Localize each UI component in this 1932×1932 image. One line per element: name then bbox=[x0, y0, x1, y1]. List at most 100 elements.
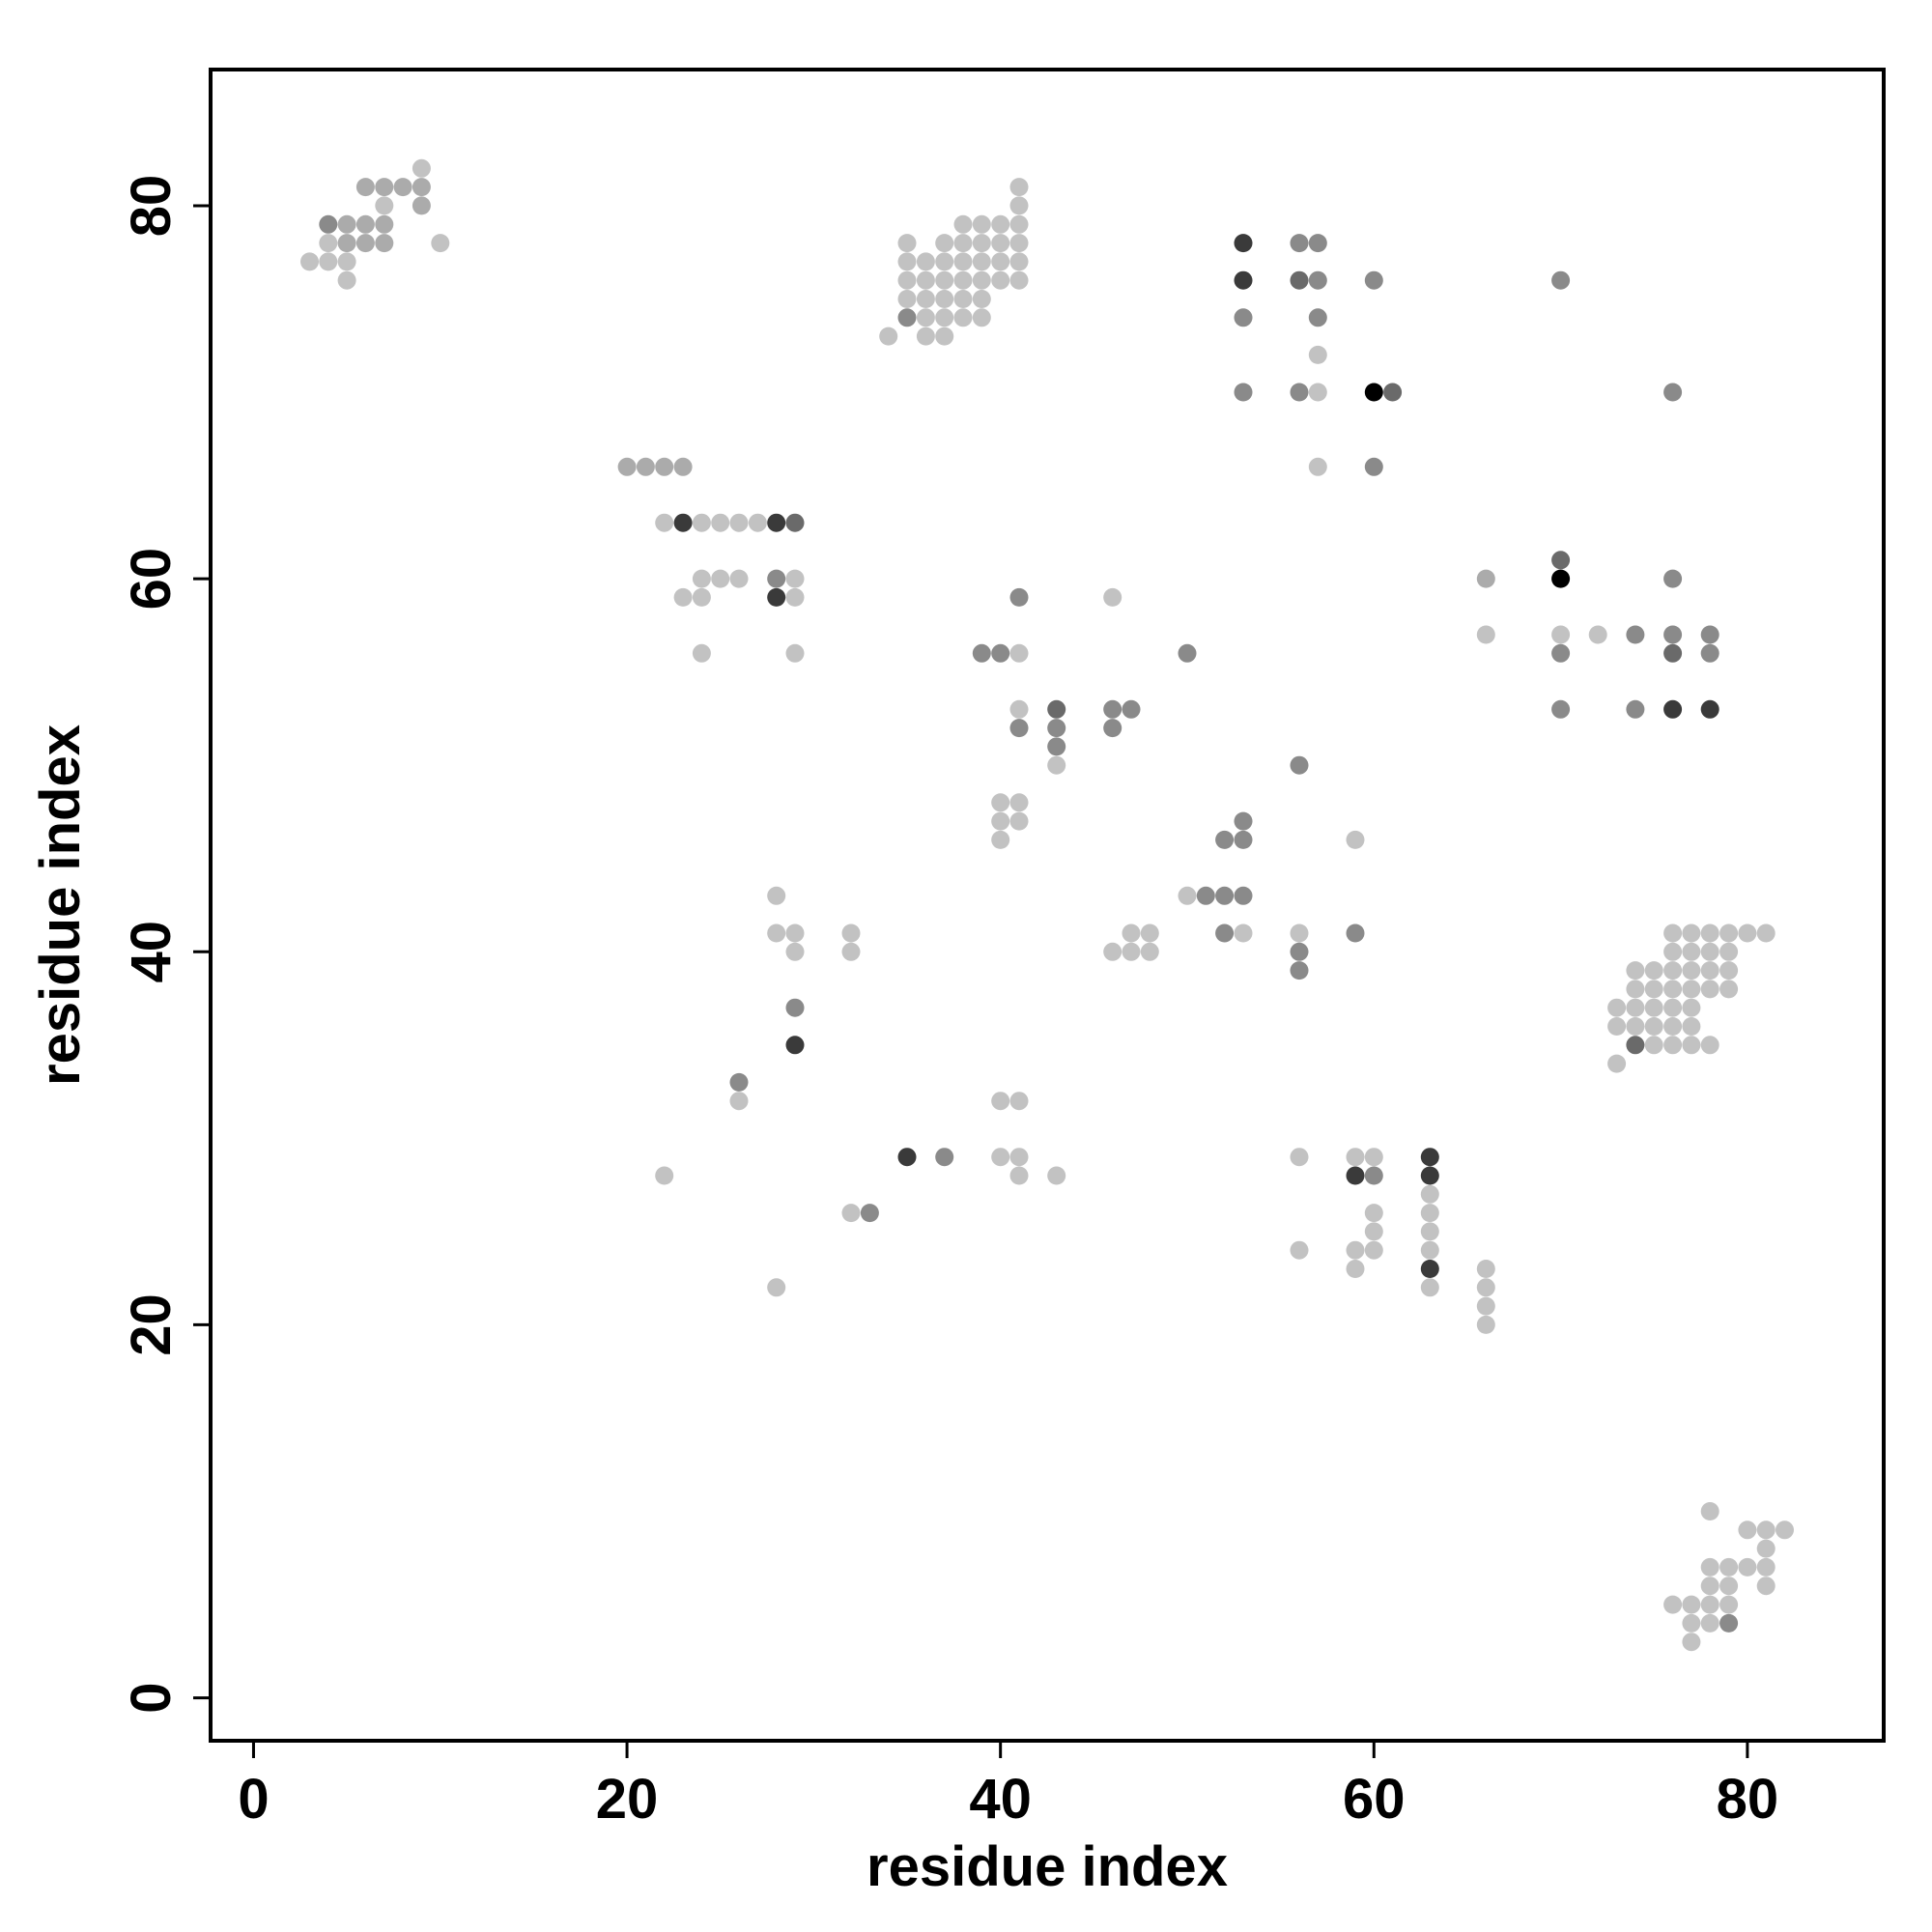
contact-point bbox=[1700, 699, 1719, 719]
contact-point bbox=[1420, 1184, 1439, 1204]
contact-point bbox=[1663, 1036, 1683, 1055]
contact-point bbox=[1178, 643, 1197, 663]
contact-point bbox=[393, 178, 412, 197]
contact-point bbox=[1234, 886, 1253, 905]
contact-point bbox=[1682, 1036, 1701, 1055]
contact-point bbox=[1682, 980, 1701, 999]
contact-point bbox=[729, 1072, 749, 1092]
contact-point bbox=[355, 178, 375, 197]
contact-point bbox=[1308, 383, 1327, 402]
contact-point bbox=[1290, 1148, 1309, 1167]
contact-point bbox=[1009, 793, 1029, 812]
contact-point bbox=[1346, 1240, 1365, 1260]
contact-point bbox=[1756, 1577, 1776, 1596]
contact-point bbox=[953, 214, 973, 234]
contact-point bbox=[1009, 699, 1029, 719]
contact-point bbox=[1346, 923, 1365, 943]
contact-point bbox=[1551, 270, 1571, 290]
contact-point bbox=[1682, 961, 1701, 980]
contact-point bbox=[1234, 811, 1253, 831]
plot-frame bbox=[209, 68, 1886, 1743]
contact-point bbox=[1290, 1240, 1309, 1260]
contact-point bbox=[375, 178, 394, 197]
contact-point bbox=[1644, 1017, 1663, 1036]
contact-point bbox=[673, 457, 693, 476]
contact-point bbox=[916, 252, 935, 271]
contact-point bbox=[1364, 270, 1383, 290]
contact-point bbox=[1364, 1222, 1383, 1241]
contact-point bbox=[1719, 1577, 1739, 1596]
contact-point bbox=[767, 923, 786, 943]
contact-point bbox=[1308, 270, 1327, 290]
contact-point bbox=[1234, 923, 1253, 943]
contact-point bbox=[1626, 1036, 1645, 1055]
contact-point bbox=[785, 942, 805, 961]
contact-point bbox=[673, 587, 693, 607]
contact-point bbox=[1663, 998, 1683, 1017]
contact-point bbox=[991, 214, 1010, 234]
contact-point bbox=[1476, 569, 1495, 588]
contact-point bbox=[711, 569, 730, 588]
contact-point bbox=[1551, 699, 1571, 719]
contact-point bbox=[1663, 699, 1683, 719]
contact-point bbox=[953, 308, 973, 327]
contact-point bbox=[1234, 830, 1253, 849]
contact-point bbox=[1364, 1240, 1383, 1260]
contact-point bbox=[767, 886, 786, 905]
contact-point bbox=[1551, 625, 1571, 644]
contact-point bbox=[1308, 345, 1327, 364]
contact-point bbox=[375, 234, 394, 253]
contact-point bbox=[767, 1278, 786, 1297]
contact-point bbox=[972, 270, 991, 290]
contact-point bbox=[1009, 587, 1029, 607]
contact-point bbox=[1719, 980, 1739, 999]
contact-point bbox=[1009, 1092, 1029, 1111]
contact-point bbox=[1663, 625, 1683, 644]
contact-point bbox=[1103, 587, 1122, 607]
contact-point bbox=[1700, 625, 1719, 644]
contact-point bbox=[785, 569, 805, 588]
y-tick-label: 20 bbox=[120, 1293, 183, 1356]
contact-point bbox=[1626, 998, 1645, 1017]
contact-point bbox=[1234, 308, 1253, 327]
contact-point bbox=[1290, 270, 1309, 290]
contact-point bbox=[1346, 1166, 1365, 1185]
contact-point bbox=[636, 457, 655, 476]
contact-point bbox=[767, 569, 786, 588]
contact-point bbox=[1476, 1315, 1495, 1334]
contact-point bbox=[991, 270, 1010, 290]
contact-point bbox=[431, 234, 450, 253]
contact-point bbox=[785, 587, 805, 607]
contact-point bbox=[319, 234, 338, 253]
contact-point bbox=[1756, 1520, 1776, 1540]
x-tick-label: 40 bbox=[969, 1768, 1032, 1831]
contact-point bbox=[1663, 1595, 1683, 1614]
contact-point bbox=[935, 290, 954, 308]
contact-point bbox=[841, 923, 861, 943]
data-points bbox=[300, 158, 1794, 1652]
contact-point bbox=[1047, 719, 1066, 738]
contact-point bbox=[991, 234, 1010, 253]
contact-point bbox=[1009, 1166, 1029, 1185]
contact-point bbox=[729, 569, 749, 588]
contact-point bbox=[897, 270, 917, 290]
contact-point bbox=[1551, 569, 1571, 588]
contact-point bbox=[412, 158, 431, 178]
contact-point bbox=[897, 1148, 917, 1167]
contact-point bbox=[1103, 719, 1122, 738]
contact-point bbox=[991, 643, 1010, 663]
contact-point bbox=[1700, 1557, 1719, 1577]
contact-point bbox=[1700, 1595, 1719, 1614]
contact-point bbox=[1009, 719, 1029, 738]
contact-point bbox=[655, 513, 674, 532]
contact-point bbox=[1122, 923, 1141, 943]
contact-point bbox=[692, 513, 711, 532]
contact-point bbox=[1215, 923, 1235, 943]
contact-point bbox=[1215, 886, 1235, 905]
contact-point bbox=[1644, 980, 1663, 999]
contact-point bbox=[300, 252, 319, 271]
contact-point bbox=[1364, 1166, 1383, 1185]
contact-point bbox=[1756, 1557, 1776, 1577]
contact-point bbox=[1682, 1017, 1701, 1036]
contact-point bbox=[1719, 1595, 1739, 1614]
